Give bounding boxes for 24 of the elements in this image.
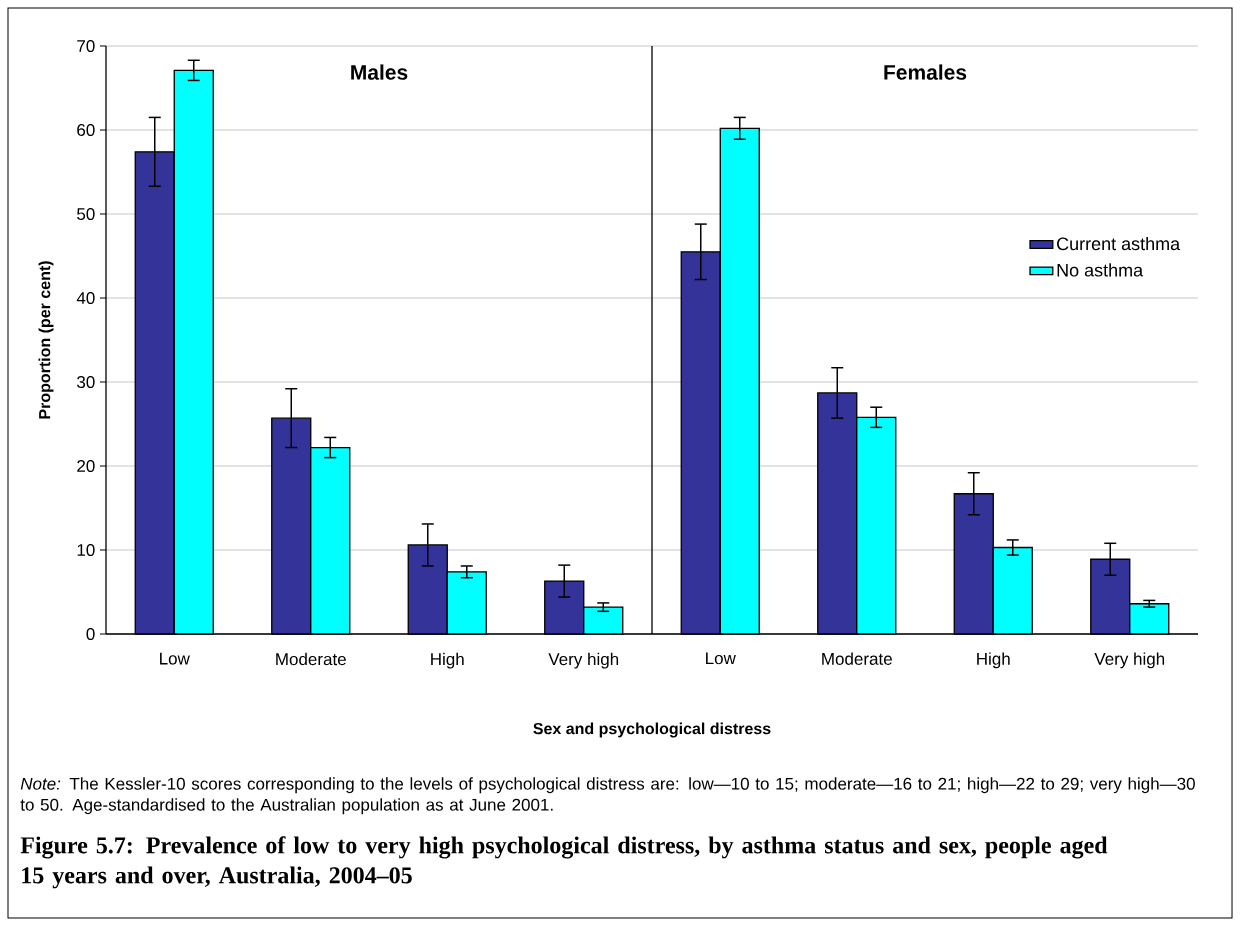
y-tick-label: 20 (77, 459, 95, 473)
y-tick-label: 0 (86, 627, 95, 641)
text: Females (884, 64, 967, 80)
y-tick-label: 70 (77, 39, 95, 53)
x-tick-label: High (431, 652, 464, 669)
text: Note: The Kessler-10 scores corresponding to the levels of psychological distress are: low—10 to 15; moderate—16 to 21; high—22 to 29; very high—30 to 50. Age-standardised to the Australian population as at June 2001. (20, 777, 1195, 815)
x-axis-title: Sex and psychological distress (533, 722, 771, 738)
y-tick-label: 60 (77, 123, 95, 137)
caption: Figure 5.7: Prevalence of low to very high psychological distress, by asthma status and sex, people aged 15 years and over, Australia, 2004–05 (20, 836, 1108, 889)
x-tick-label: High (977, 652, 1010, 669)
text: Males (351, 64, 408, 80)
y-axis-title: Proportion (per cent) (38, 261, 54, 419)
x-tick-label: Very high (1094, 652, 1165, 669)
x-tick-label: Very high (548, 652, 619, 669)
x-tick-label: Low (706, 652, 736, 665)
x-tick-label: Moderate (822, 652, 892, 665)
y-tick-label: 50 (77, 207, 95, 221)
x-tick-label: Low (160, 652, 190, 665)
y-tick-label: 30 (77, 375, 95, 389)
legend-label: No asthma (1057, 263, 1144, 277)
y-tick-label: 40 (76, 291, 95, 305)
y-tick-label: 10 (77, 543, 95, 557)
legend-label: Current asthma (1057, 236, 1181, 251)
x-tick-label: Moderate (276, 652, 346, 666)
